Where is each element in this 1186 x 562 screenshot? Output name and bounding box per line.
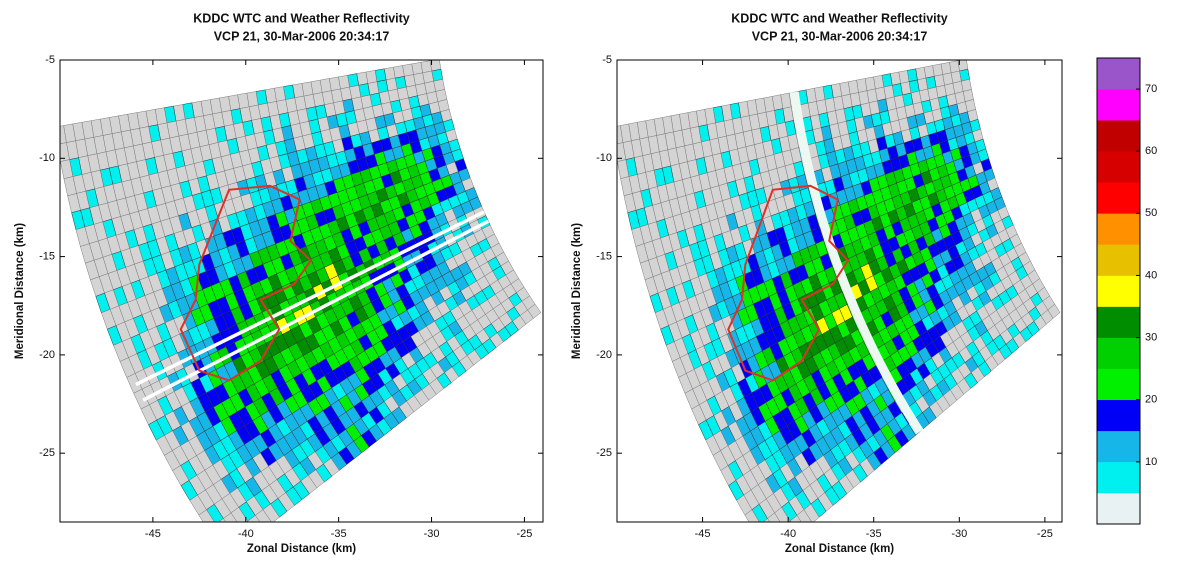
radar-cell bbox=[767, 512, 781, 522]
chart-subtitle: VCP 21, 30-Mar-2006 20:34:17 bbox=[214, 29, 390, 43]
radar-cell bbox=[789, 515, 802, 522]
radar-cell bbox=[218, 538, 235, 558]
x-tick-label: -35 bbox=[331, 528, 347, 540]
x-tick-label: -40 bbox=[238, 528, 254, 540]
x-tick-label: -30 bbox=[424, 528, 440, 540]
radar-cells bbox=[60, 60, 542, 558]
y-tick-label: -25 bbox=[39, 447, 55, 459]
x-tick-label: -30 bbox=[951, 528, 967, 540]
chart-title: KDDC WTC and Weather Reflectivity bbox=[731, 11, 948, 25]
colorbar-band bbox=[1097, 430, 1140, 463]
x-tick-label: -25 bbox=[1037, 528, 1053, 540]
colorbar-box bbox=[1096, 57, 1141, 525]
colorbar-band bbox=[1097, 461, 1140, 494]
chart-title: KDDC WTC and Weather Reflectivity bbox=[193, 11, 410, 25]
colorbar-band bbox=[1097, 89, 1140, 121]
radar-cell bbox=[762, 538, 778, 558]
colorbar-tick-label: 40 bbox=[1145, 269, 1157, 281]
radar-cell bbox=[247, 515, 261, 522]
radar-cell bbox=[198, 509, 215, 522]
radar-cell bbox=[60, 125, 67, 145]
axes-box bbox=[59, 59, 544, 523]
y-tick-label: -20 bbox=[39, 349, 55, 361]
radar-cell bbox=[617, 125, 624, 145]
y-tick-label: -5 bbox=[602, 54, 612, 66]
y-axis-label: Meridional Distance (km) bbox=[571, 223, 583, 359]
radar-cell bbox=[751, 503, 768, 522]
radar-cell bbox=[223, 512, 238, 522]
y-axis-label: Meridional Distance (km) bbox=[14, 223, 26, 359]
radar-cell bbox=[744, 509, 760, 522]
clutter-ring bbox=[789, 91, 924, 435]
y-tick-label: -10 bbox=[596, 152, 612, 164]
radar-cells bbox=[617, 60, 1061, 558]
radar-cell bbox=[762, 518, 770, 522]
x-tick-label: -45 bbox=[695, 528, 711, 540]
colorbar-band bbox=[1097, 213, 1140, 245]
radar-cell bbox=[254, 509, 272, 522]
y-tick-label: -10 bbox=[39, 152, 55, 164]
colorbar-tick-label: 30 bbox=[1145, 332, 1157, 344]
x-tick-label: -40 bbox=[780, 528, 796, 540]
colorbar-band bbox=[1097, 337, 1140, 369]
wtc-contour bbox=[179, 184, 313, 382]
radar-cell bbox=[753, 524, 769, 544]
colorbar-tick-label: 70 bbox=[1145, 83, 1157, 95]
colorbar-band bbox=[1097, 244, 1140, 276]
radar-cell bbox=[774, 506, 791, 522]
colorbar-band bbox=[1097, 275, 1140, 307]
colorbar-band bbox=[1097, 120, 1140, 152]
radar-cell bbox=[796, 509, 813, 522]
colorbar-band bbox=[1097, 306, 1140, 338]
colorbar-band bbox=[1097, 492, 1140, 525]
radar-cell bbox=[262, 503, 280, 522]
y-tick-label: -25 bbox=[596, 447, 612, 459]
radar-cell bbox=[206, 503, 224, 522]
x-tick-label: -45 bbox=[145, 528, 161, 540]
y-tick-label: -5 bbox=[45, 54, 55, 66]
chart-subtitle: VCP 21, 30-Mar-2006 20:34:17 bbox=[752, 29, 928, 43]
radar-cell bbox=[230, 506, 249, 522]
radar-cell bbox=[208, 524, 225, 544]
colorbar-band bbox=[1097, 151, 1140, 183]
x-tick-label: -25 bbox=[516, 528, 532, 540]
colorbar-tick-label: 20 bbox=[1145, 394, 1157, 406]
x-axis-label: Zonal Distance (km) bbox=[247, 543, 356, 555]
colorbar-tick-label: 10 bbox=[1145, 456, 1157, 468]
colorbar-band bbox=[1097, 182, 1140, 214]
wtc-contour bbox=[727, 184, 850, 382]
colorbar-band bbox=[1097, 58, 1140, 90]
axes-box bbox=[616, 59, 1063, 523]
y-tick-label: -15 bbox=[596, 251, 612, 263]
colorbar-tick-label: 50 bbox=[1145, 207, 1157, 219]
clutter-radial bbox=[135, 210, 485, 387]
x-axis-label: Zonal Distance (km) bbox=[785, 543, 894, 555]
y-tick-label: -15 bbox=[39, 251, 55, 263]
colorbar-band bbox=[1097, 368, 1140, 401]
radar-cell bbox=[218, 518, 227, 522]
x-tick-label: -35 bbox=[866, 528, 882, 540]
colorbar-band bbox=[1097, 399, 1140, 432]
y-tick-label: -20 bbox=[596, 349, 612, 361]
colorbar-tick-label: 60 bbox=[1145, 145, 1157, 157]
radar-cell bbox=[803, 503, 820, 522]
